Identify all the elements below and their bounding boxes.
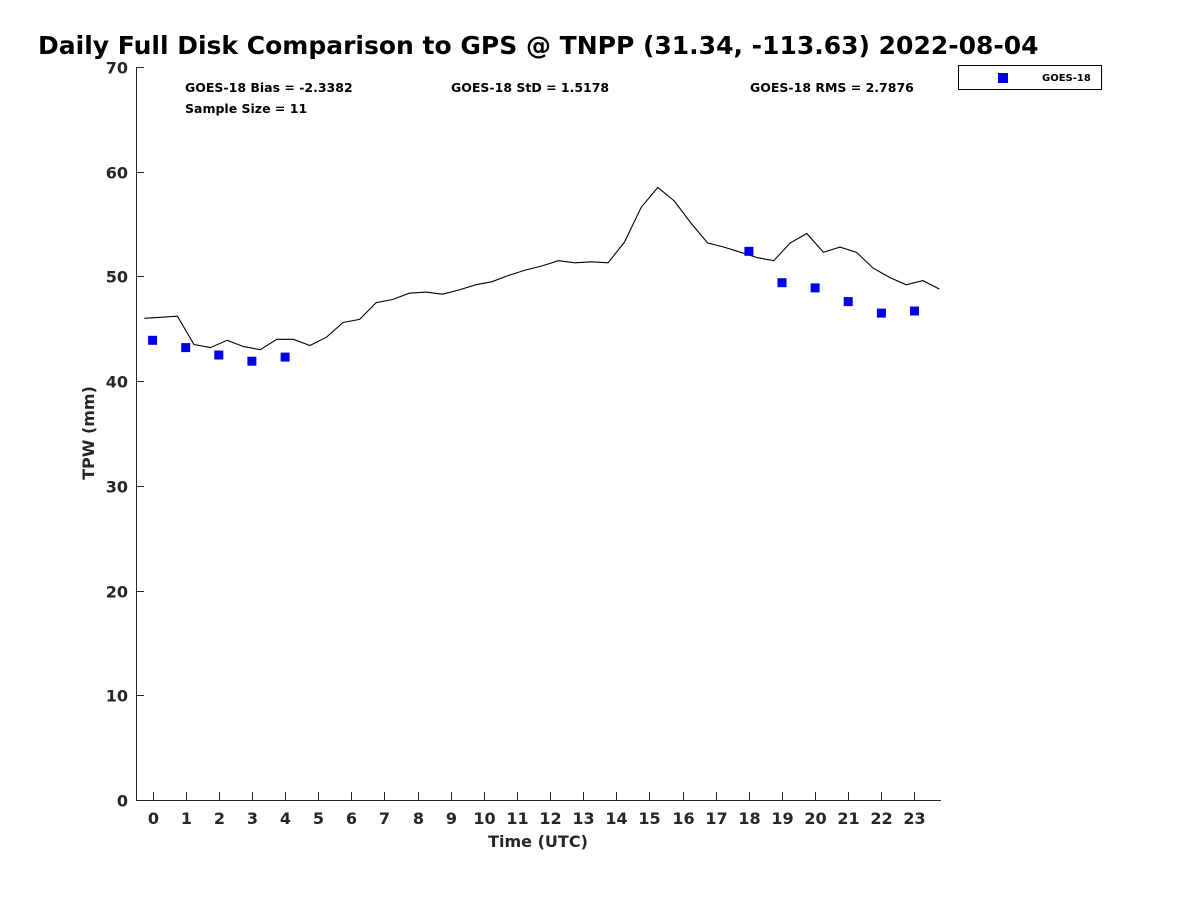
- y-tick-label: 40: [106, 373, 128, 392]
- x-tick-label: 16: [672, 809, 694, 828]
- goes-18-point: [247, 356, 257, 366]
- legend-marker: [998, 73, 1008, 83]
- goes-18-point: [214, 350, 224, 360]
- legend: GOES-18: [958, 65, 1102, 90]
- x-tick-label: 11: [506, 809, 528, 828]
- goes-18-point: [843, 297, 853, 307]
- goes-18-point: [148, 335, 158, 345]
- x-tick-label: 12: [539, 809, 561, 828]
- y-tick-label: 60: [106, 164, 128, 183]
- y-tick-label: 0: [117, 792, 128, 811]
- y-tick-label: 10: [106, 687, 128, 706]
- legend-box: [958, 65, 1102, 90]
- x-tick-label: 22: [870, 809, 892, 828]
- x-tick-label: 18: [738, 809, 760, 828]
- y-tick-label: 20: [106, 583, 128, 602]
- gps-line: [144, 186, 940, 351]
- x-tick-label: 23: [903, 809, 925, 828]
- gps-tpw-line: [144, 186, 940, 351]
- y-tick-label: 70: [106, 59, 128, 78]
- std-stat: GOES-18 StD = 1.5178: [451, 80, 609, 95]
- goes-18-point: [810, 283, 820, 293]
- legend-label: GOES-18: [1042, 73, 1091, 84]
- goes-18-point: [777, 278, 787, 288]
- goes-18-point: [744, 246, 754, 256]
- goes-18-point: [181, 343, 191, 353]
- x-tick-label: 10: [473, 809, 495, 828]
- x-axis-label: Time (UTC): [488, 832, 588, 851]
- y-tick-label: 50: [106, 268, 128, 287]
- x-tick-label: 7: [379, 809, 390, 828]
- x-tick-label: 0: [148, 809, 159, 828]
- x-tick-label: 8: [413, 809, 424, 828]
- sample-size-stat: Sample Size = 11: [185, 101, 307, 116]
- x-tick-label: 4: [280, 809, 291, 828]
- x-tick-label: 17: [705, 809, 727, 828]
- x-tick-label: 1: [181, 809, 192, 828]
- x-tick-label: 9: [446, 809, 457, 828]
- x-tick-label: 2: [214, 809, 225, 828]
- chart-title: Daily Full Disk Comparison to GPS @ TNPP…: [38, 31, 1039, 60]
- x-tick-label: 20: [804, 809, 826, 828]
- bias-stat: GOES-18 Bias = -2.3382: [185, 80, 353, 95]
- goes-18-point: [910, 306, 919, 316]
- y-tick-label: 30: [106, 478, 128, 497]
- x-tick-label: 6: [346, 809, 357, 828]
- rms-stat: GOES-18 RMS = 2.7876: [750, 80, 914, 95]
- goes-18-point: [280, 352, 290, 362]
- x-tick-label: 19: [771, 809, 793, 828]
- x-tick-label: 13: [572, 809, 594, 828]
- x-tick-label: 5: [313, 809, 324, 828]
- x-tick-label: 21: [837, 809, 859, 828]
- x-tick-label: 15: [638, 809, 660, 828]
- x-tick-label: 14: [605, 809, 627, 828]
- goes-18-points: [148, 246, 919, 366]
- y-axis-label: TPW (mm): [79, 386, 98, 480]
- x-tick-label: 3: [247, 809, 258, 828]
- goes-18-point: [876, 308, 886, 318]
